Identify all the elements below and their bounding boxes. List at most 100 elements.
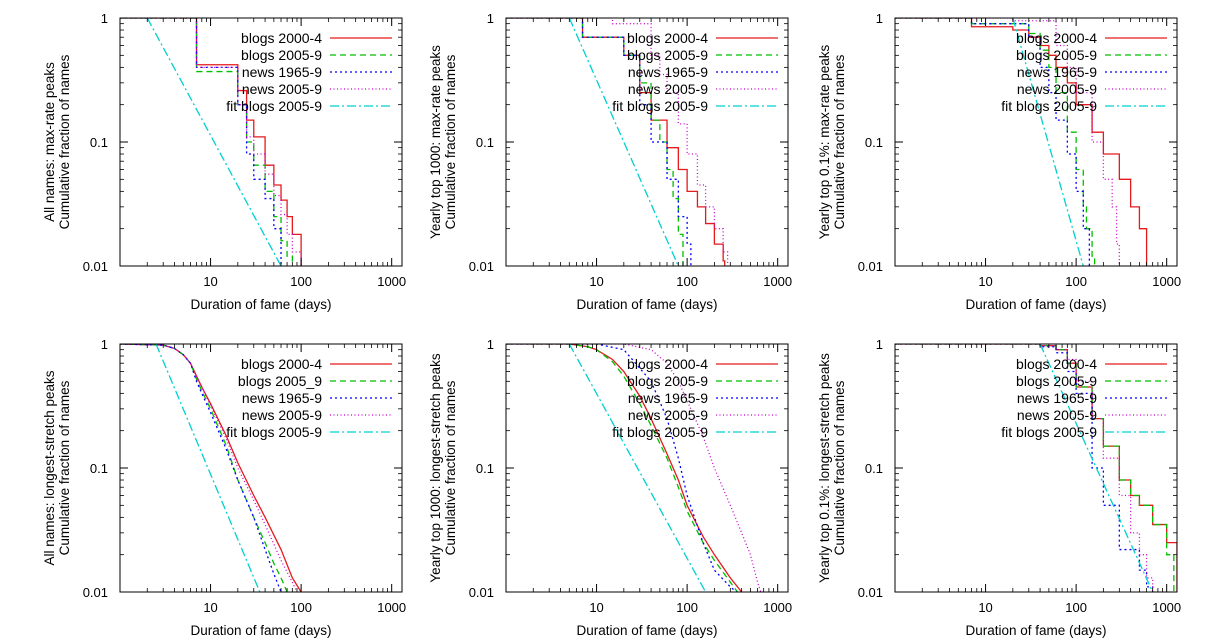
x-tick-label: 1000 bbox=[377, 600, 406, 615]
legend-label: news 1965-9 bbox=[1017, 390, 1097, 406]
legend-label: blogs 2005-9 bbox=[1016, 47, 1097, 63]
series-line-1 bbox=[120, 344, 302, 592]
y-axis-label-line: Yearly top 1000: max-rate peaks bbox=[428, 45, 443, 239]
y-tick-label: 0.01 bbox=[469, 259, 494, 274]
series-line-4 bbox=[120, 344, 298, 592]
y-axis-label-line: Cumulative fraction of names bbox=[443, 380, 458, 555]
y-tick-label: 0.01 bbox=[858, 259, 883, 274]
chart-panel-1: 10 100 1000 0.01 0.1 1 Duration of fame (days)… bbox=[42, 11, 406, 312]
legend-label: blogs 2000-4 bbox=[1016, 356, 1097, 372]
legend-label: blogs 2000-4 bbox=[627, 30, 708, 46]
legend-label: news 1965-9 bbox=[242, 390, 322, 406]
legend-label: news 2005-9 bbox=[1017, 407, 1097, 423]
series-line-3 bbox=[506, 344, 737, 592]
y-axis-label: All names: max-rate peaks Cumulative frac… bbox=[42, 54, 72, 229]
y-axis-label: Yearly top 0.1%: max-rate peaks Cumulativ… bbox=[817, 44, 847, 239]
y-axis-label-line: Cumulative fraction of names bbox=[832, 380, 847, 555]
series-line-4 bbox=[120, 18, 302, 266]
legend-label: fit blogs 2005-9 bbox=[1001, 98, 1097, 114]
y-tick-label: 1 bbox=[487, 337, 494, 352]
y-axis-label-line: Yearly top 0.1%: max-rate peaks bbox=[817, 44, 832, 239]
y-axis-label: Yearly top 1000: longest-stretch peaks Cu… bbox=[428, 353, 458, 582]
x-axis-label: Duration of fame (days) bbox=[576, 297, 717, 312]
legend-label: news 1965-9 bbox=[242, 64, 322, 80]
legend-label: news 2005-9 bbox=[242, 81, 322, 97]
series-line-4 bbox=[895, 18, 1120, 266]
legend-label: news 1965-9 bbox=[628, 64, 708, 80]
x-axis-label: Duration of fame (days) bbox=[190, 623, 331, 638]
y-tick-label: 0.1 bbox=[476, 461, 494, 476]
chart-panel-4: 10 100 1000 0.01 0.1 1 Duration of fame (days)… bbox=[42, 337, 406, 638]
legend-label: blogs 2000-4 bbox=[241, 356, 322, 372]
x-tick-label: 1000 bbox=[1152, 274, 1181, 289]
legend-label: blogs 2000-4 bbox=[1016, 30, 1097, 46]
chart-panel-5: 10 100 1000 0.01 0.1 1 Duration of fame (days)… bbox=[428, 337, 792, 638]
y-tick-label: 0.1 bbox=[90, 461, 108, 476]
y-axis-label-line: Cumulative fraction of names bbox=[57, 380, 72, 555]
legend-label: news 2005-9 bbox=[1017, 81, 1097, 97]
series-line-3 bbox=[895, 344, 1154, 592]
x-tick-label: 100 bbox=[676, 274, 698, 289]
x-tick-label: 100 bbox=[676, 600, 698, 615]
chart-panel-3: 10 100 1000 0.01 0.1 1 Duration of fame (days)… bbox=[817, 11, 1181, 312]
legend-label: news 2005-9 bbox=[628, 407, 708, 423]
legend-label: blogs 2005-9 bbox=[1016, 373, 1097, 389]
series-line-5 bbox=[155, 344, 261, 592]
legend-label: fit blogs 2005-9 bbox=[1001, 424, 1097, 440]
series-line-5 bbox=[146, 18, 282, 266]
legend-label: news 2005-9 bbox=[628, 81, 708, 97]
x-tick-label: 100 bbox=[1065, 274, 1087, 289]
x-axis-label: Duration of fame (days) bbox=[965, 623, 1106, 638]
series-line-3 bbox=[506, 18, 692, 266]
y-axis-label-line: Cumulative fraction of names bbox=[832, 54, 847, 229]
y-tick-label: 0.1 bbox=[476, 135, 494, 150]
series-line-2 bbox=[895, 18, 1096, 266]
x-tick-label: 1000 bbox=[763, 274, 792, 289]
series-line-5 bbox=[568, 344, 707, 592]
chart-panel-2: 10 100 1000 0.01 0.1 1 Duration of fame (days)… bbox=[428, 11, 792, 312]
legend-label: fit blogs 2005-9 bbox=[226, 424, 322, 440]
x-tick-label: 10 bbox=[589, 274, 603, 289]
y-tick-label: 0.01 bbox=[469, 585, 494, 600]
y-tick-label: 0.1 bbox=[865, 461, 883, 476]
legend-label: blogs 2005-9 bbox=[241, 47, 322, 63]
x-tick-label: 10 bbox=[978, 600, 992, 615]
legend-label: blogs 2000-4 bbox=[241, 30, 322, 46]
y-axis-label: All names: longest-stretch peaks Cumulati… bbox=[42, 370, 72, 565]
y-axis-label-line: All names: max-rate peaks bbox=[42, 62, 57, 222]
y-tick-label: 1 bbox=[487, 11, 494, 26]
legend-label: blogs 2005-9 bbox=[627, 47, 708, 63]
legend-label: news 2005-9 bbox=[242, 407, 322, 423]
y-tick-label: 0.01 bbox=[83, 259, 108, 274]
chart-panel-6: 10 100 1000 0.01 0.1 1 Duration of fame (days)… bbox=[817, 337, 1181, 638]
y-tick-label: 0.1 bbox=[865, 135, 883, 150]
series-line-5 bbox=[1012, 18, 1084, 266]
series-line-2 bbox=[120, 18, 293, 266]
x-tick-label: 10 bbox=[203, 274, 217, 289]
series-line-5 bbox=[1039, 344, 1154, 592]
y-axis-label-line: Cumulative fraction of names bbox=[443, 54, 458, 229]
legend-label: fit blogs 2005-9 bbox=[612, 424, 708, 440]
y-axis-label-line: Cumulative fraction of names bbox=[57, 54, 72, 229]
y-tick-label: 1 bbox=[101, 337, 108, 352]
y-axis-label-line: Yearly top 0.1%: longest-stretch peaks bbox=[817, 353, 832, 583]
legend-label: blogs 2005-9 bbox=[627, 373, 708, 389]
series-line-2 bbox=[506, 344, 739, 592]
series-line-5 bbox=[568, 18, 679, 266]
x-axis-label: Duration of fame (days) bbox=[190, 297, 331, 312]
y-tick-label: 0.1 bbox=[90, 135, 108, 150]
legend-label: blogs 2005_9 bbox=[238, 373, 322, 389]
y-tick-label: 0.01 bbox=[858, 585, 883, 600]
x-tick-label: 1000 bbox=[377, 274, 406, 289]
y-tick-label: 1 bbox=[101, 11, 108, 26]
x-tick-label: 100 bbox=[1065, 600, 1087, 615]
x-tick-label: 10 bbox=[203, 600, 217, 615]
